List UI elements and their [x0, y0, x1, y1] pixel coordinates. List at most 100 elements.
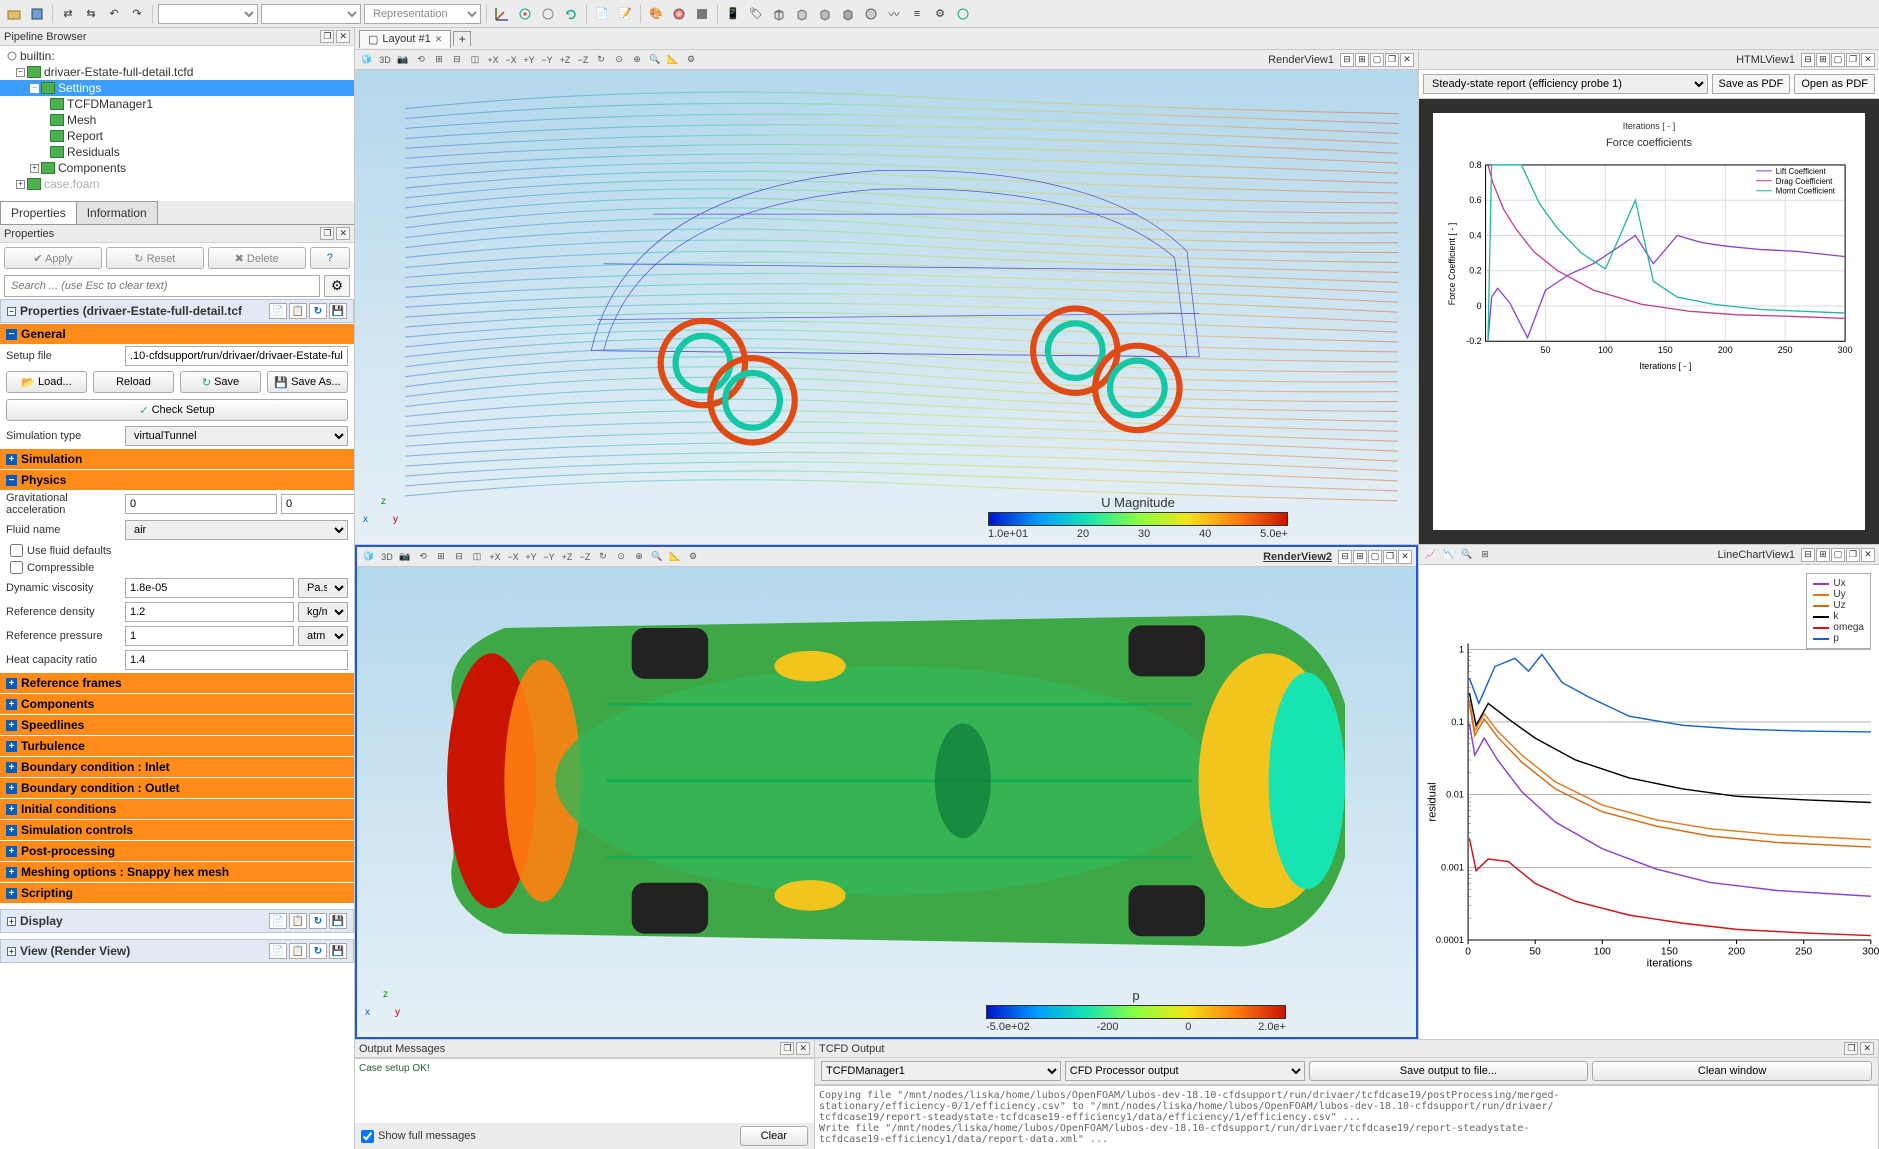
help-button[interactable]: ? — [310, 247, 350, 269]
texture-icon[interactable] — [692, 4, 712, 24]
ref-press[interactable] — [125, 626, 294, 646]
open-icon[interactable] — [4, 4, 24, 24]
compressible-cbx[interactable] — [10, 561, 23, 574]
fluid-select[interactable]: air — [125, 520, 348, 540]
gear-icon[interactable]: ⚙ — [930, 4, 950, 24]
restore2-icon[interactable]: ❐ — [320, 227, 334, 240]
setup-file-input[interactable] — [125, 346, 348, 366]
section-post-processing[interactable]: +Post-processing — [0, 841, 354, 861]
saveas-button[interactable]: 💾 Save As... — [267, 371, 348, 393]
section-view[interactable]: +View (Render View) 📄📋↻💾 — [0, 939, 354, 963]
section-simulation[interactable]: +Simulation — [0, 449, 354, 469]
add-layout-button[interactable]: + — [453, 31, 471, 46]
undo-icon[interactable]: ↶ — [104, 4, 124, 24]
section-turbulence[interactable]: +Turbulence — [0, 736, 354, 756]
search-input[interactable] — [4, 275, 320, 297]
grav-y[interactable] — [281, 494, 354, 514]
tree-settings[interactable]: −Settings — [0, 80, 354, 96]
close-tab-icon[interactable]: ✕ — [435, 34, 443, 45]
delete-button[interactable]: ✖ Delete — [208, 247, 306, 269]
stream-icon[interactable]: 〰 — [884, 4, 904, 24]
doc-icon[interactable]: 📄 — [269, 303, 287, 319]
connect-icon[interactable]: ⇄ — [58, 4, 78, 24]
tree-components[interactable]: +Components — [0, 160, 354, 176]
grav-x[interactable] — [125, 494, 277, 514]
section-speedlines[interactable]: +Speedlines — [0, 715, 354, 735]
doc1-icon[interactable]: 📄 — [592, 4, 612, 24]
doc2-icon[interactable]: 📝 — [615, 4, 635, 24]
ref-press-unit[interactable]: atm — [298, 626, 348, 646]
section-scripting[interactable]: +Scripting — [0, 883, 354, 903]
target3-icon[interactable] — [953, 4, 973, 24]
close2-icon[interactable]: ✕ — [336, 227, 350, 240]
load-button[interactable]: 📂 Load... — [6, 371, 87, 393]
cube4-icon[interactable] — [838, 4, 858, 24]
clean-window-button[interactable]: Clean window — [1592, 1061, 1872, 1081]
cube2-icon[interactable] — [792, 4, 812, 24]
tree-residuals[interactable]: Residuals — [0, 144, 354, 160]
section-meshing-options-snappy-hex-mesh[interactable]: +Meshing options : Snappy hex mesh — [0, 862, 354, 882]
cube3-icon[interactable] — [815, 4, 835, 24]
heat-cap[interactable] — [125, 650, 348, 670]
tree-casefoam[interactable]: +case.foam — [0, 176, 354, 192]
pipeline-tree[interactable]: builtin: −drivaer-Estate-full-detail.tcf… — [0, 46, 354, 201]
render-canvas-2[interactable]: zyx p -5.0e+02-20002.0e+ — [357, 567, 1416, 1037]
section-physics[interactable]: −Physics — [0, 470, 354, 490]
tab-information[interactable]: Information — [76, 201, 158, 224]
representation-combo[interactable]: Representation — [364, 4, 481, 24]
sim-type-select[interactable]: virtualTunnel — [125, 426, 348, 446]
section-simulation-controls[interactable]: +Simulation controls — [0, 820, 354, 840]
close-icon[interactable]: ✕ — [336, 30, 350, 43]
section-general[interactable]: −General — [0, 324, 354, 344]
save-output-button[interactable]: Save output to file... — [1309, 1061, 1589, 1081]
open-pdf-button[interactable]: Open as PDF — [1794, 74, 1875, 94]
disconnect-icon[interactable]: ⇆ — [81, 4, 101, 24]
cube1-icon[interactable] — [769, 4, 789, 24]
closev-icon[interactable]: ✕ — [1400, 53, 1414, 67]
target2-icon[interactable] — [538, 4, 558, 24]
tree-root[interactable]: −drivaer-Estate-full-detail.tcfd — [0, 64, 354, 80]
section-components[interactable]: +Components — [0, 694, 354, 714]
wheel-icon[interactable] — [669, 4, 689, 24]
clear-button[interactable]: Clear — [740, 1126, 808, 1146]
save-icon[interactable] — [27, 4, 47, 24]
tab-properties[interactable]: Properties — [0, 201, 77, 224]
refresh-icon[interactable] — [561, 4, 581, 24]
split-h-icon[interactable]: ⊟ — [1340, 53, 1354, 67]
ref-dens[interactable] — [125, 602, 294, 622]
restore3-icon[interactable]: ❐ — [1385, 53, 1399, 67]
color-icon[interactable]: 🎨 — [646, 4, 666, 24]
reset-button[interactable]: ↻ Reset — [106, 247, 204, 269]
restore-icon[interactable]: ❐ — [320, 30, 334, 43]
redo-icon[interactable]: ↷ — [127, 4, 147, 24]
tag-icon[interactable]: 🏷 — [746, 4, 766, 24]
section-boundary-condition-outlet[interactable]: +Boundary condition : Outlet — [0, 778, 354, 798]
tree-builtin[interactable]: builtin: — [0, 48, 354, 64]
sphere-icon[interactable] — [861, 4, 881, 24]
reload-button[interactable]: Reload — [93, 371, 174, 393]
manager-combo[interactable]: TCFDManager1 — [821, 1061, 1061, 1081]
section-reference-frames[interactable]: +Reference frames — [0, 673, 354, 693]
layer-icon[interactable]: ≡ — [907, 4, 927, 24]
props-section-header[interactable]: −Properties (drivaer-Estate-full-detail.… — [0, 299, 354, 323]
max-icon[interactable]: ▢ — [1370, 53, 1384, 67]
show-full-cbx[interactable] — [361, 1130, 374, 1143]
target-icon[interactable] — [515, 4, 535, 24]
tree-report[interactable]: Report — [0, 128, 354, 144]
section-display[interactable]: +Display 📄📋↻💾 — [0, 909, 354, 933]
save-pdf-button[interactable]: Save as PDF — [1712, 74, 1791, 94]
split-v-icon[interactable]: ⊞ — [1355, 53, 1369, 67]
axes-icon[interactable] — [492, 4, 512, 24]
active-source-combo[interactable] — [158, 4, 258, 24]
tree-mesh[interactable]: Mesh — [0, 112, 354, 128]
render-canvas-1[interactable]: zyx U Magnitude 1.0e+012030405.0e+ — [355, 70, 1418, 544]
save2-icon[interactable]: 💾 — [329, 303, 347, 319]
dyn-visc[interactable] — [125, 578, 294, 598]
save-button[interactable]: ↻ Save — [180, 371, 261, 393]
gear2-icon[interactable]: ⚙ — [324, 275, 350, 297]
calc-icon[interactable]: 📱 — [723, 4, 743, 24]
apply-button[interactable]: ✔ Apply — [4, 247, 102, 269]
copy-icon[interactable]: 📋 — [289, 303, 307, 319]
report-dropdown[interactable]: Steady-state report (efficiency probe 1) — [1423, 74, 1708, 94]
fluid-defaults-cbx[interactable] — [10, 544, 23, 557]
